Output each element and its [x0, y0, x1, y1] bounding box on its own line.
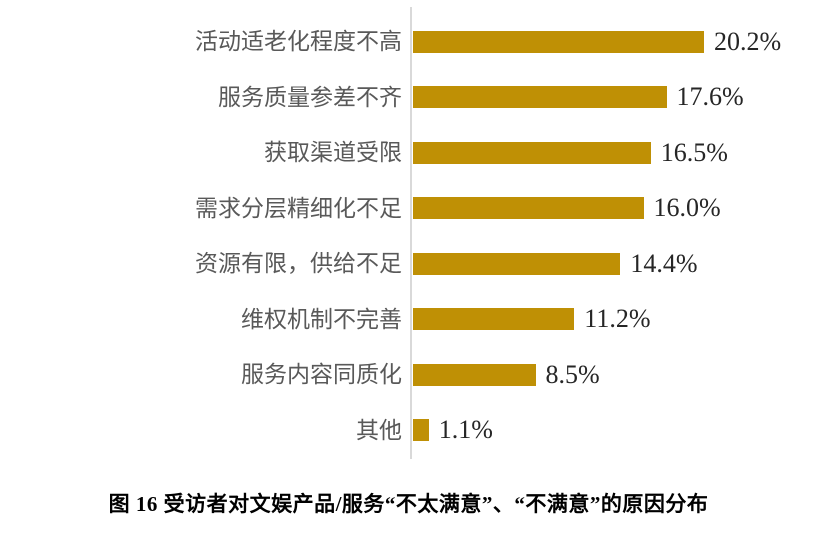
bar	[413, 363, 536, 386]
bar-area: 1.1%	[413, 417, 493, 443]
category-label: 活动适老化程度不高	[195, 29, 402, 55]
chart-row: 资源有限，供给不足 14.4%	[0, 236, 817, 292]
bar	[413, 308, 575, 331]
category-label: 维权机制不完善	[241, 306, 402, 332]
bar	[413, 197, 644, 220]
bar-chart: 活动适老化程度不高 20.2% 服务质量参差不齐 17.6% 获取渠道受限 16.5% 需求…	[0, 14, 817, 458]
value-label: 8.5%	[545, 359, 600, 389]
chart-row: 其他 1.1%	[0, 403, 817, 459]
bar-area: 8.5%	[413, 359, 600, 389]
bar	[413, 252, 621, 275]
chart-row: 维权机制不完善 11.2%	[0, 292, 817, 348]
category-axis-line	[410, 7, 412, 459]
value-label: 11.2%	[584, 304, 651, 334]
category-label: 其他	[356, 417, 402, 443]
bar-area: 16.0%	[413, 195, 721, 221]
category-label: 服务内容同质化	[241, 362, 402, 388]
bar	[413, 419, 429, 442]
bar-area: 20.2%	[413, 26, 782, 56]
value-label: 1.1%	[438, 415, 493, 445]
chart-row: 需求分层精细化不足 16.0%	[0, 181, 817, 237]
category-label: 获取渠道受限	[264, 140, 402, 166]
chart-row: 活动适老化程度不高 20.2%	[0, 14, 817, 70]
chart-row: 获取渠道受限 16.5%	[0, 125, 817, 181]
bar	[413, 141, 651, 164]
bar	[413, 30, 704, 53]
bar	[413, 86, 667, 109]
bar-area: 14.4%	[413, 248, 698, 278]
chart-row: 服务质量参差不齐 17.6%	[0, 70, 817, 126]
value-label: 14.4%	[630, 248, 698, 278]
category-label: 需求分层精细化不足	[195, 195, 402, 221]
value-label: 16.5%	[660, 137, 728, 167]
bar-area: 17.6%	[413, 84, 744, 110]
chart-row: 服务内容同质化 8.5%	[0, 347, 817, 403]
value-label: 16.0%	[653, 193, 721, 223]
bar-area: 16.5%	[413, 137, 728, 167]
chart-title: 图 16 受访者对文娱产品/服务“不太满意”、“不满意”的原因分布	[108, 492, 709, 516]
value-label: 17.6%	[676, 82, 744, 112]
value-label: 20.2%	[714, 26, 782, 56]
bar-area: 11.2%	[413, 306, 651, 332]
category-label: 服务质量参差不齐	[218, 84, 402, 110]
category-label: 资源有限，供给不足	[195, 251, 402, 277]
